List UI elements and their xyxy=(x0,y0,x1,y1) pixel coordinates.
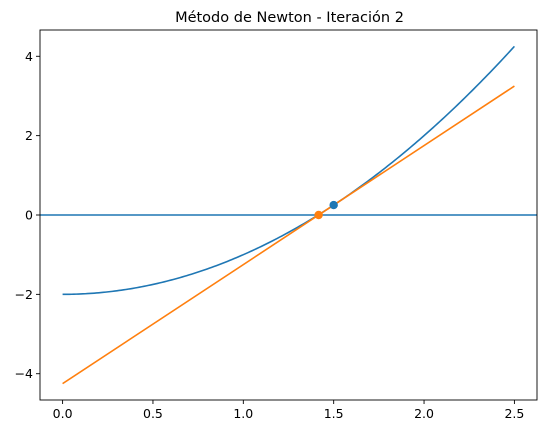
axes: 0.0 0.5 1.0 1.5 2.0 2.5 −4 −2 0 2 4 xyxy=(15,29,538,421)
y-tick-label: 0 xyxy=(25,208,33,223)
x-tick-label: 0.0 xyxy=(53,406,73,421)
x-tick-label: 2.0 xyxy=(414,406,434,421)
y-tick-label: −2 xyxy=(15,287,33,302)
y-tick-label: 2 xyxy=(25,128,33,143)
chart-title: Método de Newton - Iteración 2 xyxy=(175,10,404,26)
function-curve xyxy=(62,45,516,296)
x-tick-label: 1.0 xyxy=(233,406,253,421)
tangent-line xyxy=(62,85,515,385)
y-tick-label: 4 xyxy=(25,49,33,64)
next-point xyxy=(314,210,323,220)
current-point xyxy=(329,200,338,210)
x-tick-label: 1.5 xyxy=(324,406,344,421)
y-tick-label: −4 xyxy=(15,366,33,381)
x-tick-label: 0.5 xyxy=(143,406,163,421)
x-tick-label: 2.5 xyxy=(504,406,524,421)
plot-content xyxy=(40,45,537,385)
plot-area xyxy=(40,45,537,385)
